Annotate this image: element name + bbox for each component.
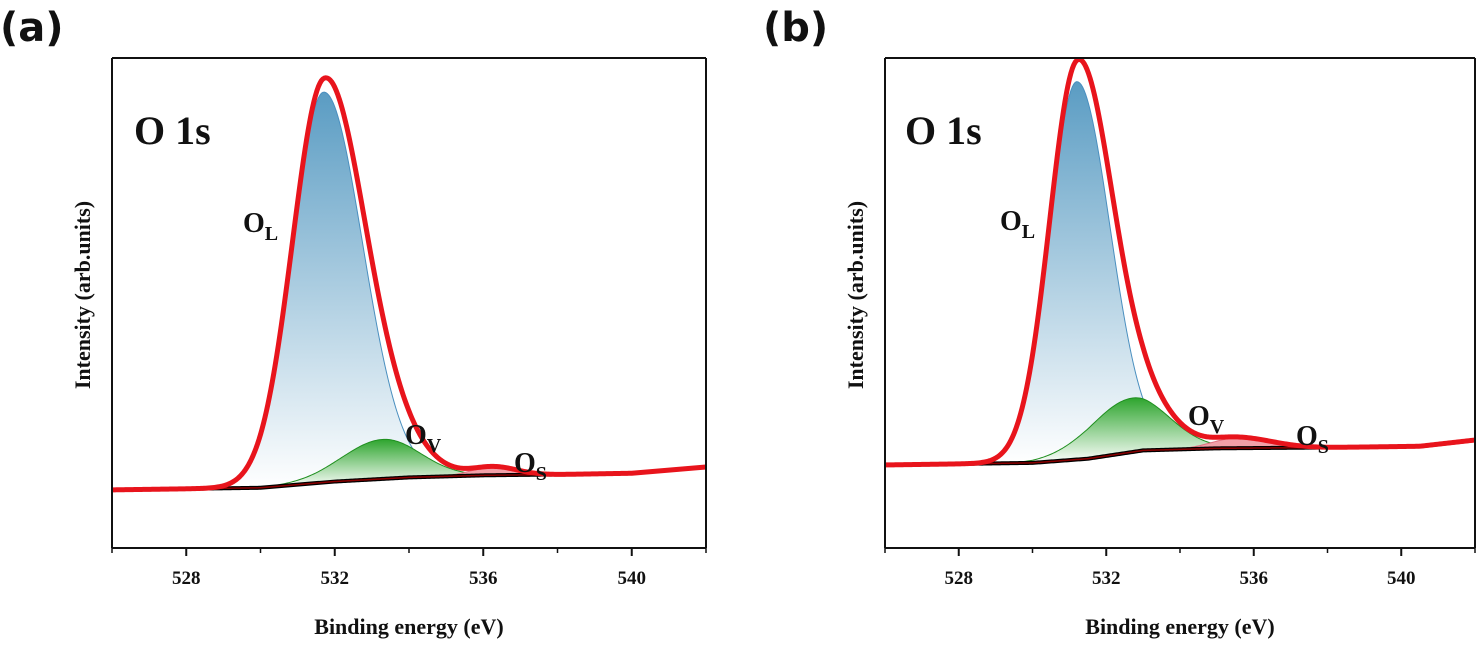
x-tick-label: 536 (1240, 568, 1269, 589)
x-tick-label: 540 (618, 568, 647, 589)
peak-label-O_S: OS (1296, 421, 1329, 458)
peak-fill-O_L (206, 91, 468, 490)
y-axis-title: Intensity (arb.units) (70, 201, 95, 389)
x-tick-label: 528 (945, 568, 974, 589)
peak-label-O_L: OL (1000, 206, 1035, 243)
x-tick-label: 528 (172, 568, 201, 589)
panel-label-b: (b) (763, 5, 829, 51)
x-tick-label: 536 (469, 568, 498, 589)
peak-label-O_S: OS (514, 448, 547, 485)
envelope-line (883, 56, 1477, 468)
peak-label-O_V: OV (1188, 401, 1225, 438)
x-tick-label: 532 (321, 568, 350, 589)
peak-label-O_V: OV (405, 420, 442, 457)
chart-panel-1: 528 532 536 540 Binding energy (eV) Intensity… (843, 56, 1477, 639)
chart-title: O 1s (134, 108, 211, 153)
peak-label-O_L: OL (243, 208, 278, 245)
chart-title: O 1s (905, 108, 982, 153)
x-axis-title: Binding energy (eV) (1085, 614, 1274, 639)
x-tick-label: 540 (1387, 568, 1416, 589)
envelope-line (110, 75, 708, 493)
x-tick-label: 532 (1092, 568, 1121, 589)
panel-label-a: (a) (0, 5, 64, 51)
x-axis-title: Binding energy (eV) (314, 614, 503, 639)
chart-panel-0: 528 532 536 540 Binding energy (eV) Intensity… (70, 57, 708, 639)
y-axis-title: Intensity (arb.units) (843, 201, 868, 389)
